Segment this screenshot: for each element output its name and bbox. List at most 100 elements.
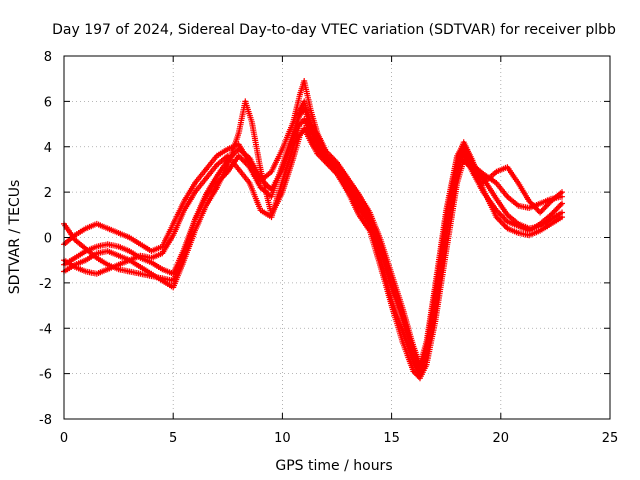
y-tick-label: -6: [39, 368, 52, 383]
data-point: [281, 168, 284, 171]
axis-ticks: 0 5 10 15 20 25 -8 -6 -4 -2 0 2 4 6 8: [39, 50, 618, 446]
data-point: [549, 200, 553, 203]
data-point: [517, 204, 520, 207]
grid: [64, 56, 610, 419]
x-tick-label: 5: [169, 431, 177, 446]
data-point: [303, 100, 306, 103]
data-point: [106, 243, 109, 246]
data-point: [150, 256, 153, 260]
data-point: [182, 254, 186, 257]
data-point: [303, 127, 306, 130]
data-point: [204, 177, 208, 180]
data-point: [150, 261, 153, 264]
data-point: [549, 213, 553, 217]
data-point: [117, 263, 120, 266]
data-point: [215, 186, 219, 189]
data-point: [401, 313, 404, 316]
data-point: [73, 256, 77, 260]
data-point: [527, 234, 531, 237]
data-point: [204, 204, 208, 207]
data-point: [560, 195, 564, 198]
data-point: [309, 122, 312, 126]
data-point: [117, 254, 120, 257]
data-point: [215, 163, 219, 167]
data-point: [248, 181, 251, 185]
data-point: [270, 195, 273, 198]
data-point: [292, 156, 295, 160]
data-point: [193, 218, 197, 221]
chart-title: Day 197 of 2024, Sidereal Day-to-day VTE…: [52, 22, 616, 38]
data-point: [549, 222, 553, 226]
data-point: [368, 218, 371, 221]
y-axis-label: SDTVAR / TECUs: [7, 180, 23, 295]
data-point: [281, 147, 284, 151]
data-point: [560, 215, 564, 219]
data-point: [259, 186, 262, 189]
data-point: [259, 168, 262, 171]
data-point: [401, 329, 404, 332]
data-point: [482, 188, 485, 192]
data-point: [215, 154, 219, 158]
data-point: [418, 376, 422, 380]
data-point: [412, 349, 415, 353]
data-point: [418, 367, 422, 371]
data-point: [324, 154, 328, 158]
data-point: [517, 231, 520, 235]
data-point: [357, 202, 361, 205]
data-point: [506, 220, 509, 223]
y-tick-label: 6: [44, 95, 52, 110]
data-point: [84, 270, 88, 273]
data-point: [193, 181, 197, 185]
data-point: [527, 229, 531, 232]
data-point: [270, 170, 273, 173]
data-point: [560, 202, 564, 205]
data-point: [506, 165, 509, 169]
data-point: [471, 159, 474, 162]
data-point: [495, 181, 498, 185]
data-point: [401, 340, 404, 344]
x-tick-label: 10: [274, 431, 291, 446]
data-point: [95, 252, 98, 255]
data-point: [237, 154, 240, 158]
y-tick-label: 4: [44, 141, 52, 156]
data-point: [462, 141, 465, 144]
data-point: [538, 222, 542, 226]
y-tick-label: -4: [39, 322, 52, 337]
data-point: [445, 249, 448, 253]
data-point: [390, 304, 393, 307]
data-point: [425, 363, 428, 366]
data-point: [346, 181, 350, 185]
data-point: [538, 202, 542, 205]
x-tick-label: 20: [493, 431, 510, 446]
data-point: [172, 222, 175, 226]
data-point: [455, 156, 459, 160]
data-point: [281, 179, 284, 182]
x-tick-label: 15: [383, 431, 400, 446]
data-point: [95, 256, 98, 260]
data-point: [335, 172, 339, 176]
data-point: [292, 120, 295, 123]
data-point: [95, 272, 98, 275]
data-point: [117, 231, 120, 235]
data-point: [527, 206, 531, 210]
data-point: [298, 109, 302, 112]
data-point: [357, 193, 361, 196]
data-point: [495, 170, 498, 173]
data-point: [237, 131, 240, 135]
data-point: [204, 193, 208, 196]
y-tick-label: 2: [44, 186, 52, 201]
data-point: [237, 143, 240, 146]
data-point: [379, 243, 382, 246]
data-point: [139, 254, 142, 257]
data-point: [316, 152, 319, 155]
data-point: [193, 229, 197, 232]
data-point: [106, 268, 109, 271]
data-point: [73, 263, 77, 266]
data-point: [139, 272, 142, 275]
data-point: [549, 218, 553, 221]
data-point: [150, 274, 153, 278]
x-tick-label: 0: [60, 431, 68, 446]
data-point: [434, 290, 437, 294]
data-point: [106, 227, 109, 230]
